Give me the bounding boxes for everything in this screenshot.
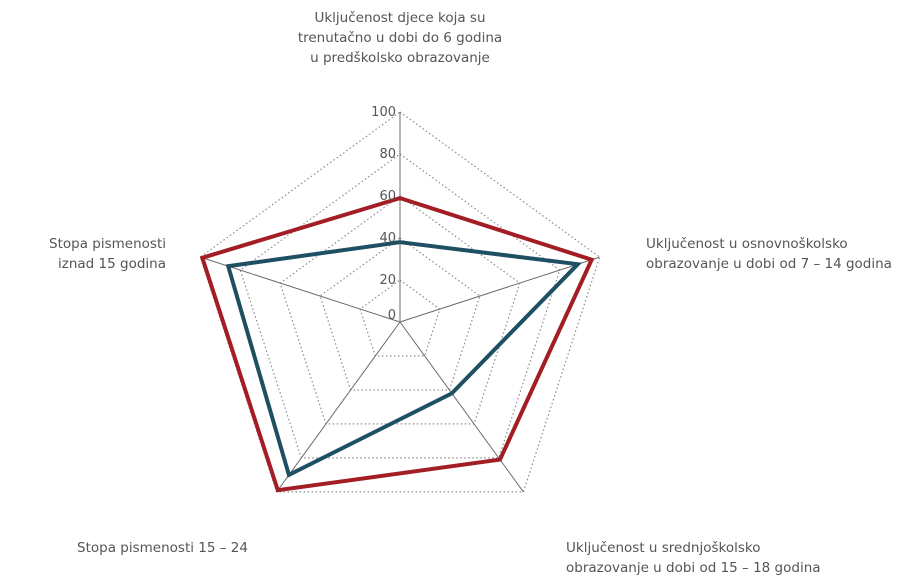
axis-label-1-line-2: trenutačno u dobi do 6 godina [298, 30, 502, 46]
axis-label-1: Uključenost djece koja su trenutačno u do… [298, 10, 502, 66]
axis-label-4: Stopa pismenosti 15 – 24 [77, 540, 248, 556]
grid-ring-100 [199, 111, 601, 493]
grid-ring-20 [359, 279, 441, 357]
grid-ring-80 [239, 153, 561, 459]
grid-ring-60 [279, 195, 521, 425]
axis-label-1-line-3: u predškolsko obrazovanje [310, 50, 490, 66]
axis-label-1-line-1: Uključenost djece koja su [314, 10, 485, 26]
axis-label-5-line-2: iznad 15 godina [58, 256, 166, 272]
axis-label-2-line-1: Uključenost u osnovnoškolsko [646, 236, 848, 252]
axis-spoke-4 [276, 321, 401, 493]
tick-label-100: 100 [371, 105, 396, 120]
grid-layer [199, 111, 601, 493]
axis-label-3-line-2: obrazovanje u dobi od 15 – 18 godina [566, 560, 821, 576]
tick-label-80: 80 [379, 147, 396, 162]
axis-label-2: Uključenost u osnovnoškolsko obrazovanje … [646, 236, 892, 272]
series-layer [199, 196, 595, 493]
axis-spoke-2 [399, 256, 600, 323]
tick-label-40: 40 [379, 231, 396, 246]
tick-label-20: 20 [379, 273, 396, 288]
label-layer: Uključenost djece koja su trenutačno u do… [49, 10, 892, 576]
series-line-2 [225, 240, 583, 478]
tick-layer: 0 20 40 60 80 100 [371, 105, 396, 323]
axis-spoke-3 [399, 321, 524, 493]
tick-label-0: 0 [388, 308, 396, 323]
axis-label-5-line-1: Stopa pismenosti [49, 236, 166, 252]
axis-spoke-5 [200, 256, 401, 323]
tick-label-60: 60 [379, 189, 396, 204]
axis-label-4-line-1: Stopa pismenosti 15 – 24 [77, 540, 248, 556]
series-line-1 [199, 196, 595, 493]
axis-label-3-line-1: Uključenost u srednjoškolsko [566, 540, 761, 556]
axis-label-5: Stopa pismenosti iznad 15 godina [49, 236, 166, 272]
axis-label-3: Uključenost u srednjoškolsko obrazovanje … [566, 540, 821, 576]
axis-label-2-line-2: obrazovanje u dobi od 7 – 14 godina [646, 256, 892, 272]
